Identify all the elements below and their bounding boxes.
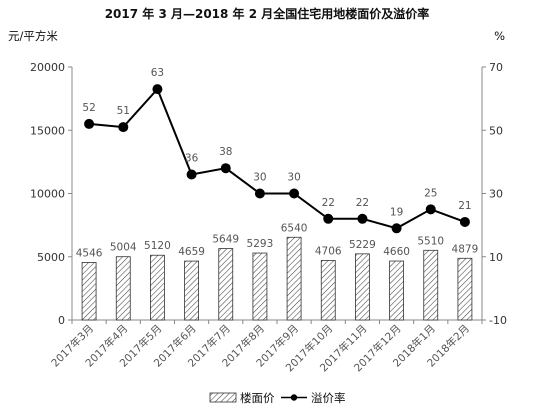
bar bbox=[252, 252, 268, 321]
line-value-label: 25 bbox=[424, 187, 437, 199]
chart-title: 2017 年 3 月—2018 年 2 月全国住宅用地楼面价及溢价率 bbox=[105, 6, 430, 21]
line-value-label: 30 bbox=[253, 172, 266, 184]
line-value-label: 30 bbox=[287, 172, 300, 184]
left-axis-unit: 元/平方米 bbox=[8, 29, 58, 43]
bar bbox=[355, 253, 370, 321]
legend-line-label: 溢价率 bbox=[311, 391, 346, 405]
right-tick-label: 50 bbox=[489, 124, 503, 137]
bar-value-label: 4879 bbox=[452, 243, 479, 255]
line-value-label: 63 bbox=[151, 67, 164, 79]
right-tick-label: 10 bbox=[489, 251, 503, 264]
left-tick-label: 5000 bbox=[37, 251, 65, 264]
bar-value-label: 5120 bbox=[144, 240, 171, 252]
bar bbox=[150, 254, 165, 321]
line-marker bbox=[186, 169, 197, 180]
bar-value-labels: 4546 5004 5120 4659 5649 5293 6540 4706 5229 4660… bbox=[76, 222, 479, 259]
line-value-label: 21 bbox=[458, 200, 471, 212]
bar-value-label: 5004 bbox=[110, 242, 137, 254]
line-value-label: 19 bbox=[390, 206, 403, 218]
legend-bar-swatch bbox=[209, 392, 237, 403]
right-tick-label: -10 bbox=[489, 314, 507, 327]
bar-value-label: 5649 bbox=[212, 234, 239, 246]
bar bbox=[115, 256, 131, 321]
line-marker bbox=[289, 188, 300, 199]
legend: 楼面价 溢价率 bbox=[209, 391, 346, 405]
right-axis-unit: % bbox=[494, 29, 505, 43]
line-value-label: 51 bbox=[117, 105, 130, 117]
legend-line-marker bbox=[290, 394, 298, 401]
bar bbox=[286, 236, 302, 321]
right-tick-label: 30 bbox=[489, 188, 503, 201]
bar bbox=[320, 260, 336, 321]
axes: 0 5000 10000 15000 20000 -10 10 30 50 70 bbox=[30, 61, 507, 327]
line-value-label: 52 bbox=[82, 102, 95, 114]
line-marker bbox=[118, 122, 129, 133]
line-value-labels: 52 51 63 36 38 30 30 22 22 19 25 21 bbox=[82, 67, 471, 218]
bar bbox=[218, 248, 234, 321]
line-marker bbox=[391, 223, 402, 234]
bar-value-label: 4546 bbox=[76, 247, 103, 259]
right-tick-label: 70 bbox=[489, 61, 503, 74]
bar-value-label: 4660 bbox=[383, 246, 410, 258]
line-marker bbox=[425, 204, 436, 215]
bar bbox=[389, 260, 404, 321]
left-tick-label: 20000 bbox=[30, 61, 65, 74]
line-value-label: 22 bbox=[356, 197, 369, 209]
bar-value-label: 5229 bbox=[349, 239, 376, 251]
bar bbox=[81, 262, 97, 321]
line-value-label: 38 bbox=[219, 146, 232, 158]
line-marker bbox=[152, 84, 163, 95]
line-series bbox=[84, 84, 470, 234]
bar-value-label: 6540 bbox=[281, 222, 308, 234]
line-marker bbox=[254, 188, 265, 199]
bar bbox=[184, 260, 199, 321]
line-marker bbox=[459, 216, 470, 227]
bar-value-label: 4659 bbox=[178, 246, 205, 258]
x-tick-labels: 2017年3月2017年4月2017年5月2017年6月2017年7月2017年… bbox=[49, 322, 472, 374]
bar-value-label: 4706 bbox=[315, 245, 342, 257]
bar-value-label: 5293 bbox=[247, 238, 274, 250]
line-path bbox=[88, 87, 466, 230]
bar-value-label: 5510 bbox=[417, 235, 444, 247]
legend-bar-label: 楼面价 bbox=[240, 391, 275, 405]
line-marker bbox=[323, 213, 334, 224]
bar bbox=[457, 257, 473, 321]
bar bbox=[423, 249, 439, 321]
line-marker bbox=[357, 213, 368, 224]
bar-series bbox=[81, 236, 473, 321]
left-tick-label: 10000 bbox=[30, 188, 65, 201]
line-value-label: 22 bbox=[322, 197, 335, 209]
line-marker bbox=[220, 163, 231, 174]
left-tick-label: 15000 bbox=[30, 124, 65, 137]
line-marker bbox=[84, 118, 95, 129]
left-tick-label: 0 bbox=[58, 314, 65, 327]
line-value-label: 36 bbox=[185, 153, 199, 165]
